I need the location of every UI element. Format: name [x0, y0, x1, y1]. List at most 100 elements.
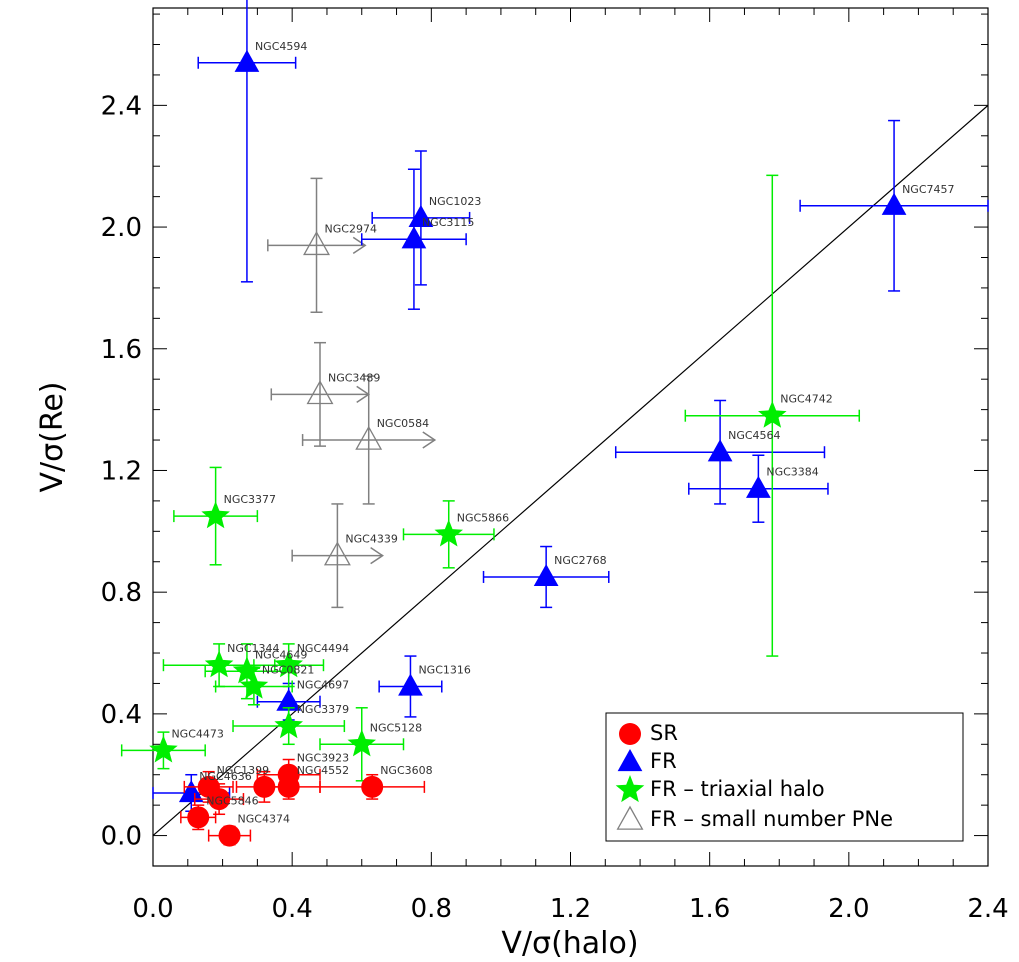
x-tick-label: 0.0 [132, 894, 173, 924]
point-label: NGC5866 [457, 511, 509, 524]
lower-limit-arrow [352, 236, 367, 254]
marker [201, 501, 230, 529]
data-point [361, 168, 467, 310]
marker [401, 226, 427, 249]
point-label: NGC7457 [902, 183, 954, 196]
marker [204, 650, 234, 678]
marker [276, 688, 302, 711]
x-tick-label: 0.4 [271, 894, 312, 924]
point-label: NGC0584 [377, 417, 429, 430]
data-point [688, 454, 829, 523]
data-point [371, 150, 471, 286]
data-marks [120, 0, 989, 847]
data-point [207, 824, 252, 847]
point-label: NGC1399 [217, 764, 269, 777]
x-tick-label: 2.4 [967, 894, 1008, 924]
y-tick-label: 2.4 [101, 91, 142, 121]
x-tick-label: 0.8 [411, 894, 452, 924]
point-label: NGC1023 [429, 195, 481, 208]
point-label: NGC4636 [199, 770, 251, 783]
legend-icon [617, 749, 643, 772]
marker [234, 49, 260, 72]
y-tick-label: 0.8 [101, 578, 142, 608]
y-tick-label: 0.4 [101, 700, 142, 730]
point-label: NGC3923 [297, 752, 349, 765]
data-point [684, 174, 861, 657]
legend-box [605, 712, 964, 842]
marker [149, 735, 178, 763]
legend-icon [619, 723, 641, 745]
point-label: NGC4494 [297, 642, 349, 655]
marker [398, 673, 423, 696]
legend-icons [615, 723, 645, 830]
marker [208, 788, 231, 811]
marker [434, 519, 463, 547]
legend-label-fr-triaxial: FR – triaxial halo [650, 777, 825, 801]
point-label: NGC2974 [325, 222, 377, 235]
point-label: NGC0821 [262, 663, 314, 676]
marker [277, 775, 300, 798]
data-point [120, 731, 206, 770]
lower-limit-arrow [370, 547, 384, 565]
point-label: NGC3489 [328, 371, 380, 384]
y-tick-label: 0.0 [101, 822, 142, 852]
marker [347, 729, 376, 757]
data-point [180, 804, 217, 831]
marker [361, 775, 384, 798]
marker [178, 779, 204, 803]
data-point [194, 783, 245, 816]
legend-icon [615, 775, 645, 803]
marker [758, 400, 787, 428]
point-label: NGC4473 [171, 727, 223, 740]
legend-label-fr: FR [650, 749, 677, 773]
legend: SR FR FR – triaxial halo FR – small numb… [605, 712, 964, 842]
y-axis-title: V/σ(Re) [35, 381, 70, 492]
point-label: NGC4649 [255, 648, 307, 661]
axis-ticks: 0.0 0.4 0.8 1.2 1.6 2.0 2.4 0.0 0.4 0.8 1.2 1.6 2.0 2… [101, 8, 1009, 924]
data-point [197, 0, 297, 283]
marker [274, 711, 303, 739]
point-label: NGC5846 [206, 794, 258, 807]
y-tick-label: 1.6 [101, 335, 142, 365]
data-point [270, 341, 371, 447]
data-point [319, 707, 405, 782]
point-label: NGC4594 [255, 40, 307, 53]
data-point [614, 399, 826, 505]
data-point [482, 545, 610, 609]
data-point [301, 375, 437, 505]
point-label: NGC3608 [380, 764, 432, 777]
x-axis-title: V/σ(halo) [501, 926, 638, 961]
x-tick-label: 2.0 [828, 894, 869, 924]
point-label: NGC3115 [422, 216, 474, 229]
point-label: NGC4552 [297, 764, 349, 777]
point-label: NGC5128 [370, 721, 422, 734]
data-point [799, 119, 989, 292]
point-label: NGC3377 [224, 493, 276, 506]
marker [707, 439, 733, 462]
point-labels: NGC2974 NGC3489 NGC0584 NGC4339 NGC4594 NGC10… [171, 40, 954, 826]
reference-line [152, 104, 989, 837]
data-point [232, 707, 346, 746]
marker [187, 806, 210, 829]
point-label: NGC2768 [554, 554, 606, 567]
y-tick-label: 2.0 [101, 213, 142, 243]
marker [306, 380, 334, 405]
legend-label-sr: SR [650, 721, 678, 745]
point-label: NGC3379 [297, 703, 349, 716]
data-point [173, 466, 259, 566]
data-point [291, 503, 384, 609]
data-point [267, 177, 367, 314]
legend-label-fr-small: FR – small number PNe [650, 807, 893, 831]
data-point [378, 655, 443, 718]
x-tick-label: 1.2 [550, 894, 591, 924]
data-point [214, 667, 293, 706]
marker [232, 656, 262, 684]
marker [239, 671, 269, 699]
point-label: NGC1344 [227, 642, 279, 655]
marker [323, 541, 351, 566]
point-label: NGC4742 [780, 393, 832, 406]
data-point [402, 500, 495, 569]
x-tick-label: 1.6 [689, 894, 730, 924]
marker [746, 475, 771, 498]
legend-icon [616, 805, 644, 830]
